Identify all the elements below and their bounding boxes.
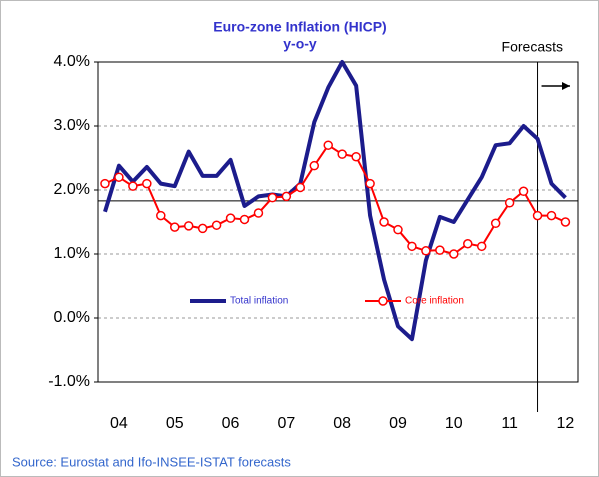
series-line [104,144,566,255]
x-tick-label: 12 [557,415,575,432]
x-tick-label: 04 [110,415,128,432]
data-point [169,222,180,232]
data-point [197,223,208,234]
x-tick-label: 06 [222,415,240,432]
data-point [351,151,361,162]
data-point [365,178,375,189]
data-point [532,210,543,221]
forecast-arrowhead [562,82,570,90]
data-point [309,160,320,171]
forecast-label: Forecasts [502,39,563,55]
y-tick-label: 4.0% [54,53,90,70]
x-tick-label: 05 [166,415,184,432]
data-point [225,213,236,223]
data-point [463,239,473,249]
y-tick-label: 3.0% [54,117,90,134]
chart-subtitle: y-o-y [283,36,317,52]
x-tick-label: 07 [277,415,295,432]
data-point [379,217,389,227]
x-tick-label: 11 [501,415,518,432]
data-point [560,217,571,227]
data-point [476,241,487,252]
legend-label: Total inflation [230,296,288,307]
data-point [156,210,166,221]
data-point [490,218,501,229]
data-point [239,214,250,225]
y-tick-label: 2.0% [54,181,90,198]
data-point [267,192,278,203]
data-point [449,249,459,259]
source-note: Source: Eurostat and Ifo-INSEE-ISTAT for… [12,454,291,469]
data-point [100,178,110,189]
data-point [323,140,333,150]
data-point [211,220,222,230]
y-tick-label: -1.0% [48,373,90,390]
data-point [183,221,194,231]
y-tick-label: 0.0% [54,309,90,326]
data-point [281,191,292,202]
x-tick-label: 08 [333,415,351,432]
x-tick-label: 09 [389,415,407,432]
data-point [546,210,557,221]
series-line [103,60,567,342]
data-point [407,241,417,252]
data-point [295,182,306,193]
chart-title: Euro-zone Inflation (HICP) [213,19,386,35]
data-point [128,181,138,191]
y-tick-label: 1.0% [54,245,90,262]
data-point [142,178,152,189]
data-point [337,149,347,159]
data-point [393,224,403,235]
data-point [435,245,445,255]
data-point [421,246,431,256]
legend-marker [378,296,388,306]
data-point [114,172,124,182]
data-point [518,186,529,197]
x-tick-label: 10 [445,415,463,432]
data-point [253,208,264,218]
plot-border [97,61,579,383]
data-point [504,198,515,208]
legend-label: Core inflation [405,296,464,307]
